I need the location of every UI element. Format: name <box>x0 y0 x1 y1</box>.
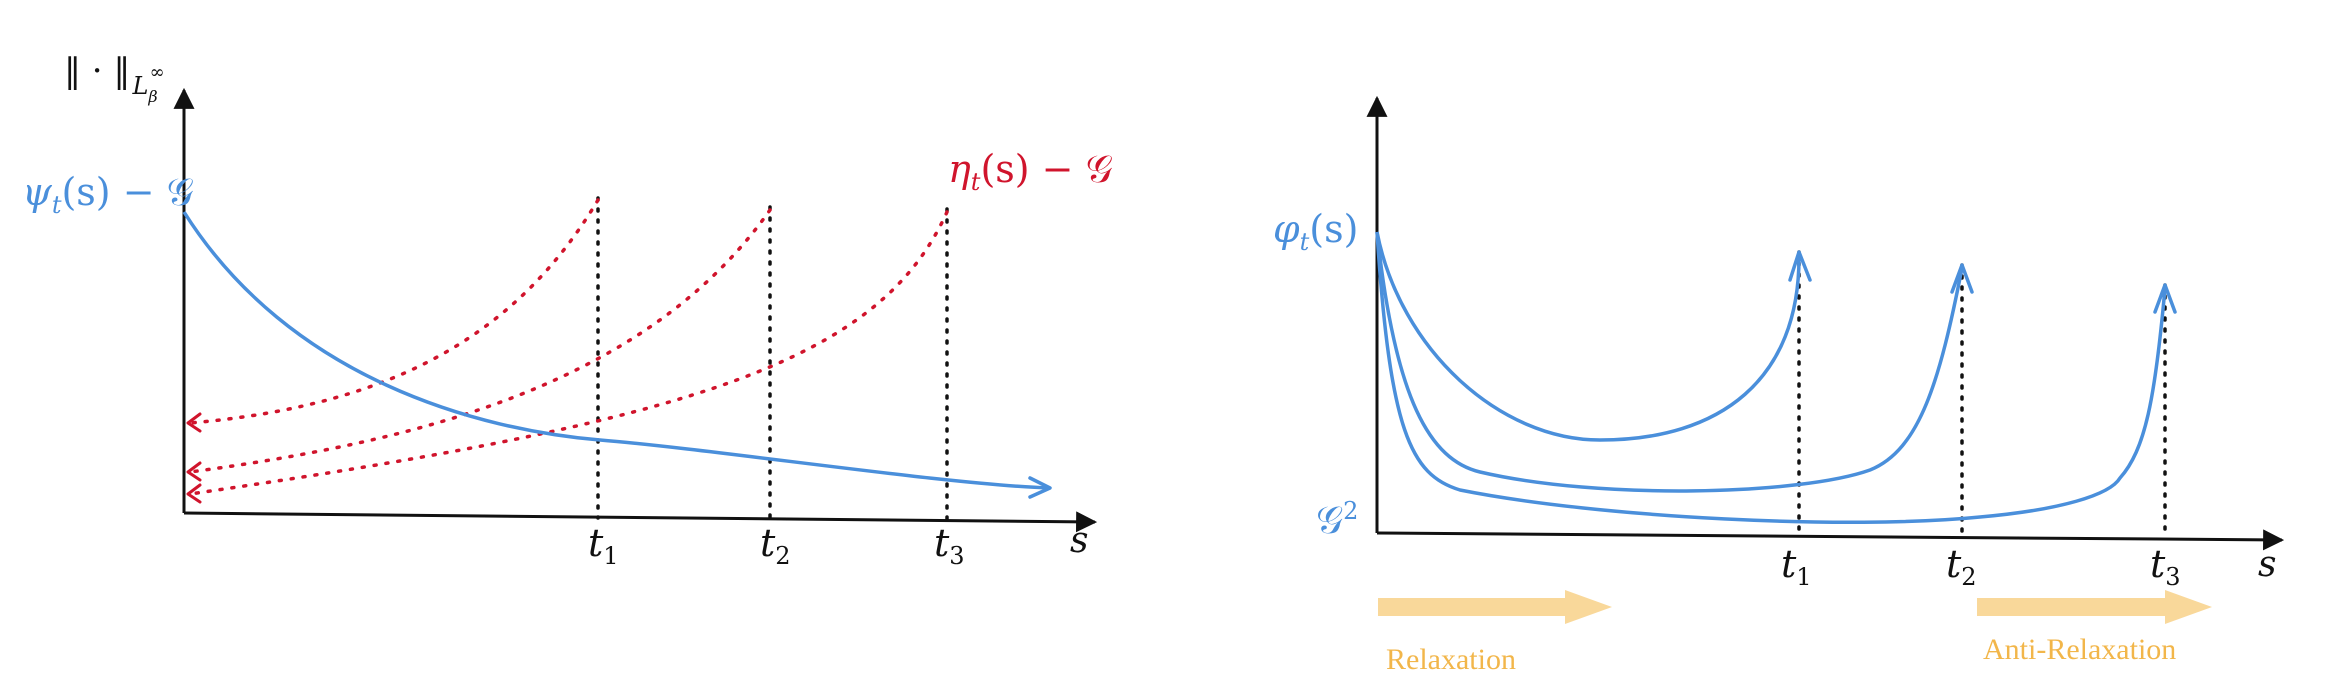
left-y-axis-label: ‖ · ‖Lβ∞ <box>64 51 165 106</box>
right-tick-label-t3: t3 <box>2150 542 2181 591</box>
left-x-axis-label: s <box>1070 520 1088 561</box>
phi-arrowhead-t2 <box>1950 263 1974 294</box>
right-tick-label-t1: t1 <box>1781 542 1812 591</box>
eta-arrowhead-1 <box>186 412 202 433</box>
phi-arrowhead-t1 <box>1788 250 1812 282</box>
g2-label: 𝒢2 <box>1316 497 1358 542</box>
left-x-axis <box>183 511 1098 533</box>
psi-label: ψt(s) − 𝒢 <box>22 170 194 219</box>
left-tick-label-t3: t3 <box>934 521 965 570</box>
anti-relaxation-label: Anti-Relaxation <box>1983 633 2176 666</box>
psi-curve <box>182 211 1051 490</box>
anti-relaxation-arrow <box>1977 590 2212 624</box>
phi-curve-t2 <box>1375 231 1964 493</box>
eta-curve-t3 <box>188 210 949 496</box>
relaxation-label: Relaxation <box>1386 643 1516 676</box>
phi-label: φt(s) <box>1273 207 1358 256</box>
eta-arrowhead-2 <box>186 461 202 482</box>
right-x-axis-label: s <box>2258 544 2276 585</box>
phi-curve-t3 <box>1375 231 2167 524</box>
eta-label: ηt(s) − 𝒢 <box>948 147 1113 196</box>
phi-curve-t1 <box>1375 231 1801 442</box>
psi-arrowhead <box>1028 476 1052 499</box>
left-tick-label-t2: t2 <box>760 521 791 570</box>
right-tick-label-t2: t2 <box>1946 542 1977 591</box>
eta-curve-t2 <box>188 208 772 474</box>
right-panel: s t1 t2 t3 φt(s) 𝒢2 Relaxation Anti-Rela… <box>1273 95 2285 676</box>
eta-curve-t1 <box>188 198 600 425</box>
left-panel: ‖ · ‖Lβ∞ s t1 t2 t3 ψt(s) − 𝒢 ηt(s) − 𝒢 <box>22 51 1113 570</box>
right-x-axis <box>1376 529 2285 551</box>
eta-arrowhead-3 <box>186 483 202 504</box>
relaxation-arrow <box>1378 590 1612 624</box>
phi-arrowhead-t3 <box>2153 283 2177 314</box>
left-tick-label-t1: t1 <box>588 521 619 570</box>
